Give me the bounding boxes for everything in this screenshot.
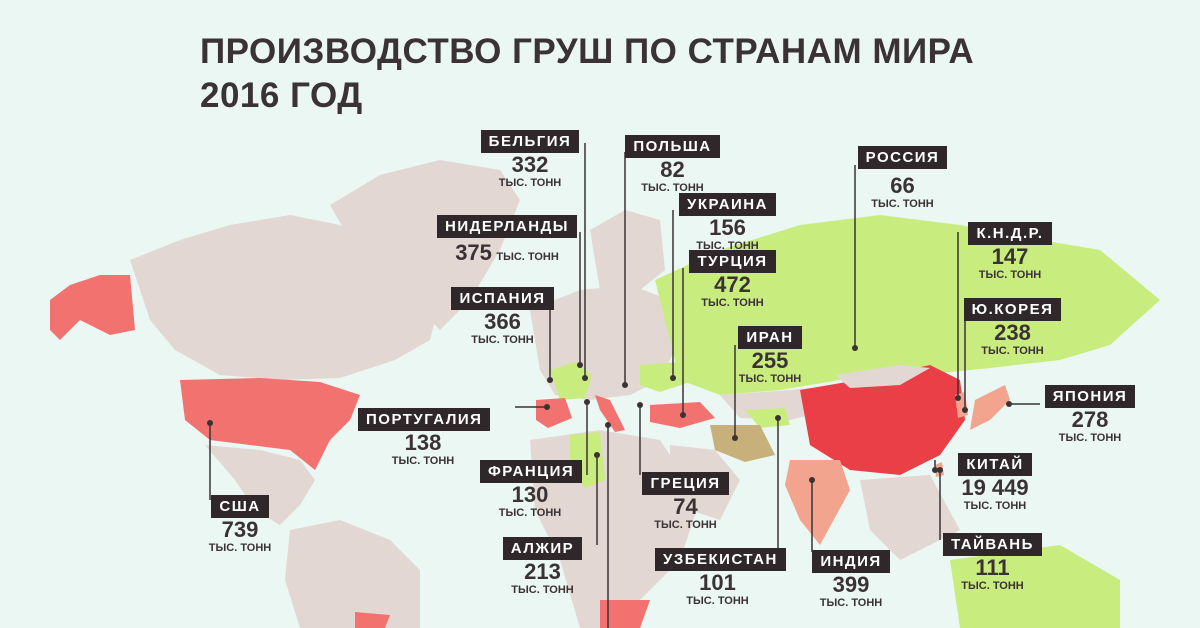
alaska-region: [50, 275, 135, 340]
australia-region: [950, 545, 1120, 628]
label-russia: РОССИЯ 66 ТЫС. ТОНН: [850, 146, 955, 211]
label-portugal: ПОРТУГАЛИЯ 138 ТЫС. ТОНН: [358, 408, 491, 468]
label-china: КИТАЙ 19 449 ТЫС. ТОНН: [935, 453, 1055, 513]
label-turkey: ТУРЦИЯ 472 ТЫС. ТОНН: [680, 250, 785, 310]
india-region: [785, 460, 850, 545]
label-belgium: БЕЛЬГИЯ 332 ТЫС. ТОНН: [480, 130, 580, 190]
label-algeria: АЛЖИР 213 ТЫС. ТОНН: [500, 537, 585, 597]
label-iran: ИРАН 255 ТЫС. ТОНН: [730, 326, 810, 386]
canada-region: [130, 215, 440, 380]
argentina-region: [355, 612, 390, 628]
map-title: ПРОИЗВОДСТВО ГРУШ ПО СТРАНАМ МИРА 2016 Г…: [200, 30, 974, 118]
france-region: [550, 362, 592, 400]
italy-region: [595, 395, 625, 432]
label-uzbekistan: УЗБЕКИСТАН 101 ТЫС. ТОНН: [655, 548, 786, 608]
label-india: ИНДИЯ 399 ТЫС. ТОНН: [810, 550, 892, 610]
southeast-asia-region: [860, 475, 960, 560]
label-usa: США 739 ТЫС. ТОНН: [200, 495, 280, 555]
label-north-korea: К.Н.Д.Р. 147 ТЫС. ТОНН: [955, 222, 1065, 282]
label-south-korea: Ю.КОРЕЯ 238 ТЫС. ТОНН: [955, 298, 1070, 358]
mexico-region: [205, 445, 315, 525]
spain-region: [536, 398, 572, 428]
label-japan: ЯПОНИЯ 278 ТЫС. ТОНН: [1040, 385, 1140, 445]
label-netherlands: НИДЕРЛАНДЫ 375 ТЫС. ТОНН: [432, 215, 582, 266]
label-taiwan: ТАЙВАНЬ 111 ТЫС. ТОНН: [935, 533, 1050, 593]
label-poland: ПОЛЬША 82 ТЫС. ТОНН: [625, 135, 720, 195]
south-america-region: [285, 520, 420, 628]
mongolia-region: [835, 365, 930, 388]
label-spain: ИСПАНИЯ 366 ТЫС. ТОНН: [450, 287, 555, 347]
russia-region: [655, 215, 1160, 395]
label-ukraine: УКРАИНА 156 ТЫС. ТОНН: [675, 193, 780, 253]
title-line-1: ПРОИЗВОДСТВО ГРУШ ПО СТРАНАМ МИРА: [200, 32, 975, 71]
scandinavia-region: [590, 210, 665, 290]
japan-region: [970, 385, 1010, 430]
title-line-2: 2016 ГОД: [200, 76, 363, 115]
label-greece: ГРЕЦИЯ 74 ТЫС. ТОНН: [638, 472, 733, 532]
label-france: ФРАНЦИЯ 130 ТЫС. ТОНН: [480, 460, 583, 520]
china-region: [800, 365, 965, 475]
usa-region: [180, 378, 360, 470]
south-africa-region: [600, 600, 650, 628]
iran-region: [710, 425, 775, 462]
